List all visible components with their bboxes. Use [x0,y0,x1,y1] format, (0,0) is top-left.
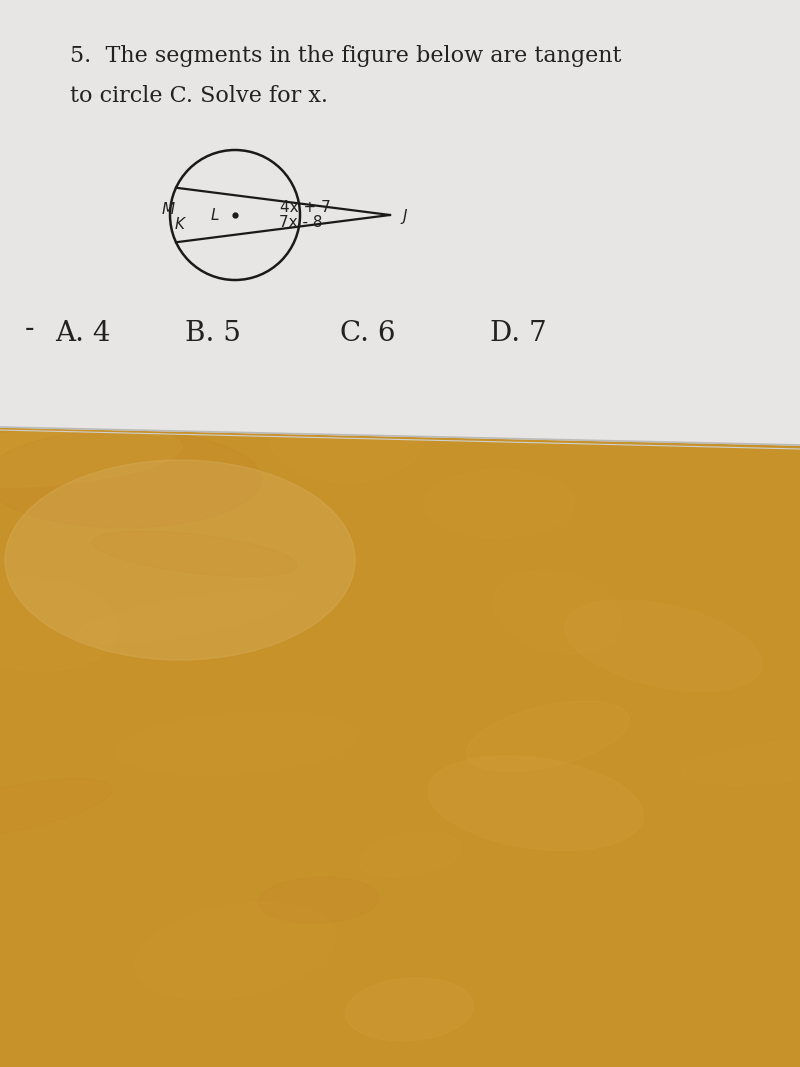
Ellipse shape [346,978,474,1041]
Ellipse shape [74,591,290,643]
Ellipse shape [93,531,298,576]
Text: to circle C. Solve for x.: to circle C. Solve for x. [70,85,328,107]
Text: A. 4: A. 4 [55,320,110,347]
Ellipse shape [0,779,112,839]
Ellipse shape [359,832,462,877]
Text: L: L [210,208,219,223]
Text: C. 6: C. 6 [340,320,395,347]
Ellipse shape [427,755,643,850]
Text: J: J [402,209,406,224]
Ellipse shape [565,600,762,691]
Ellipse shape [424,469,574,538]
Text: M: M [162,202,174,217]
Text: 4x + 7: 4x + 7 [280,200,330,214]
Text: 5.  The segments in the figure below are tangent: 5. The segments in the figure below are … [70,45,622,67]
Text: D. 7: D. 7 [490,320,546,347]
Ellipse shape [494,571,621,654]
Ellipse shape [134,903,335,999]
Ellipse shape [0,427,182,488]
Text: K: K [175,218,185,233]
Ellipse shape [117,712,359,776]
Polygon shape [0,0,800,445]
Ellipse shape [682,737,800,784]
Text: B. 5: B. 5 [185,320,241,347]
Ellipse shape [466,701,629,771]
Text: 7x - 8: 7x - 8 [279,216,322,230]
Text: -: - [26,315,34,341]
Ellipse shape [5,460,355,660]
Ellipse shape [258,877,378,923]
Ellipse shape [270,391,424,482]
Ellipse shape [0,430,261,528]
Ellipse shape [0,577,118,671]
